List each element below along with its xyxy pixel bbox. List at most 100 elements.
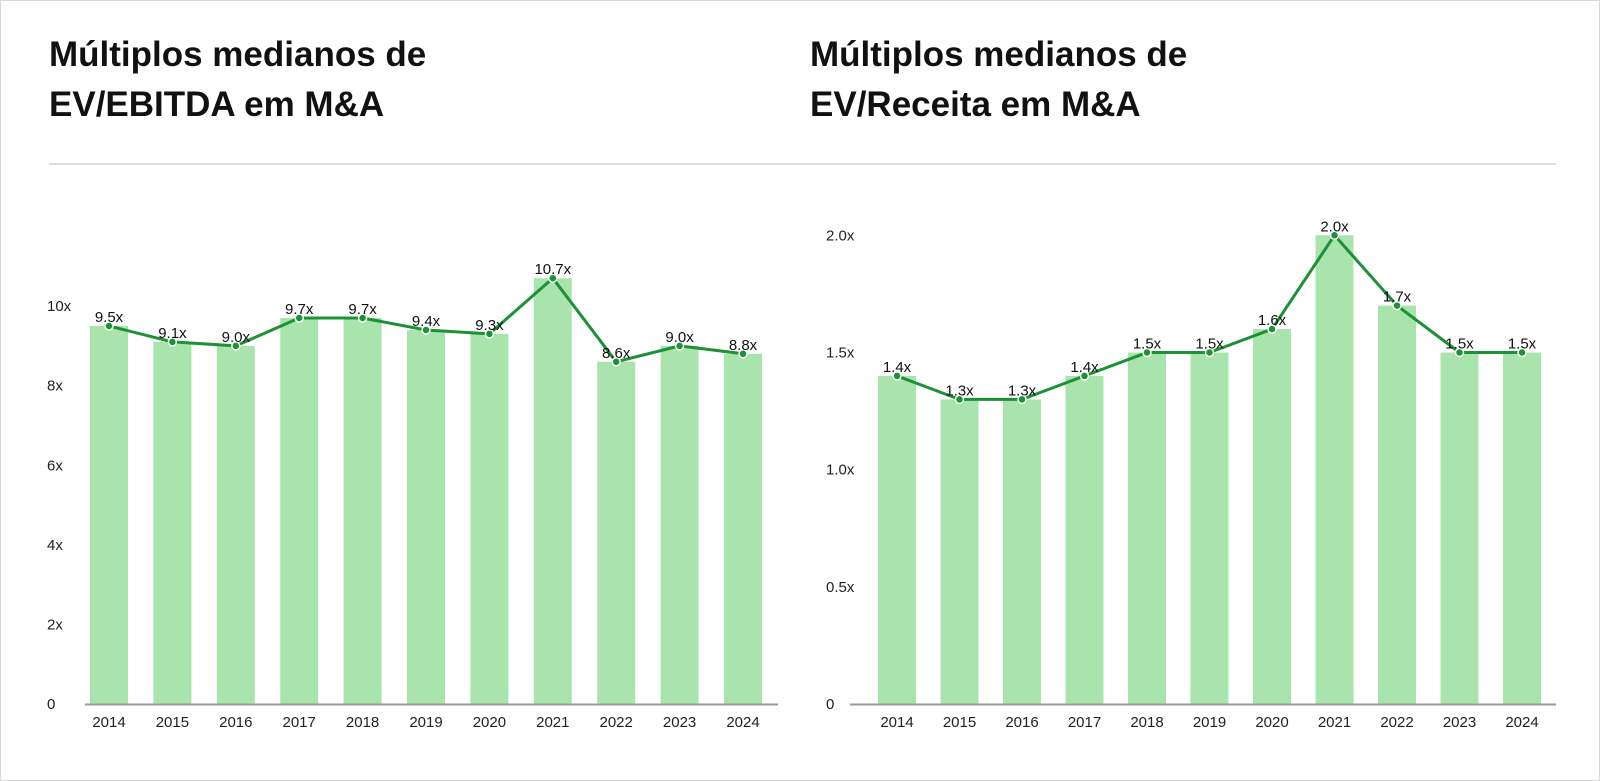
series-point-2017 (294, 313, 304, 323)
series-point-2014 (892, 371, 902, 381)
series-point-2024 (1517, 347, 1527, 358)
chart-title-line-2: EV/EBITDA em M&A (49, 85, 385, 124)
x-tick-label: 2021 (1318, 714, 1351, 731)
x-tick-label: 2018 (346, 714, 379, 731)
bar-2017 (1065, 375, 1104, 704)
x-tick-label: 2017 (283, 714, 316, 731)
x-tick-label: 2019 (409, 714, 442, 731)
bar-2021 (1315, 235, 1354, 705)
series-point-2022 (611, 357, 621, 367)
bar-2016 (216, 345, 255, 704)
x-tick-label: 2017 (1068, 714, 1101, 731)
x-tick-label: 2015 (943, 714, 976, 731)
chart-title-line-1: Múltiplos medianos de (810, 35, 1188, 74)
bar-2020 (470, 333, 509, 704)
series-point-2021 (1329, 230, 1340, 241)
x-tick-label: 2022 (1380, 714, 1413, 731)
data-label: 1.7x (1383, 289, 1412, 306)
bar-2017 (280, 318, 319, 704)
bar-2022 (597, 361, 636, 704)
data-label: 8.6x (602, 345, 631, 362)
x-tick-label: 2020 (473, 714, 506, 731)
x-tick-label: 2024 (726, 714, 759, 731)
y-tick-label: 4x (47, 537, 63, 554)
x-tick-label: 2024 (1505, 714, 1538, 731)
data-label: 1.5x (1195, 336, 1224, 353)
y-tick-label: 8x (47, 378, 63, 395)
bar-2023 (660, 345, 699, 704)
y-tick-label: 1.0x (826, 462, 855, 479)
y-tick-label: 2.0x (826, 227, 855, 244)
x-tick-label: 2015 (156, 714, 189, 731)
data-label: 1.3x (1008, 382, 1037, 399)
series-point-2018 (1142, 347, 1152, 358)
chart-title-line-1: Múltiplos medianos de (49, 35, 427, 74)
data-label: 9.0x (222, 329, 251, 346)
series-point-2017 (1079, 371, 1090, 381)
x-tick-label: 2014 (880, 714, 913, 731)
y-tick-label: 2x (47, 616, 63, 633)
data-label: 9.5x (95, 309, 124, 326)
x-tick-label: 2018 (1130, 714, 1163, 731)
series-point-2022 (1392, 300, 1402, 311)
series-point-2023 (1454, 347, 1465, 358)
chart-title-ev-receita: Múltiplos medianos de EV/Receita em M&A (810, 30, 1187, 130)
chart-title-ev-ebitda: Múltiplos medianos de EV/EBITDA em M&A (49, 30, 426, 130)
bar-2020 (1253, 329, 1291, 704)
bar-2019 (1190, 352, 1229, 704)
bar-2022 (1378, 305, 1416, 704)
x-tick-label: 2021 (536, 714, 569, 731)
series-point-2015 (954, 394, 965, 405)
y-tick-label: 0 (47, 696, 55, 713)
data-label: 10.7x (534, 261, 571, 278)
x-tick-label: 2014 (92, 714, 125, 731)
x-tick-label: 2019 (1193, 714, 1226, 731)
series-point-2020 (484, 329, 495, 339)
x-tick-label: 2016 (1005, 714, 1038, 731)
data-label: 1.4x (883, 359, 912, 376)
bar-2018 (1128, 352, 1166, 704)
bar-2024 (724, 353, 762, 704)
y-tick-label: 1.5x (826, 345, 855, 362)
data-label: 9.0x (665, 329, 694, 346)
series-point-2016 (231, 341, 241, 351)
y-tick-label: 0.5x (826, 579, 855, 596)
data-label: 8.8x (729, 337, 758, 354)
x-tick-label: 2020 (1255, 714, 1288, 731)
data-label: 9.7x (348, 301, 377, 318)
series-point-2020 (1267, 324, 1277, 334)
series-point-2018 (357, 313, 368, 323)
y-tick-label: 10x (47, 298, 72, 315)
series-point-2015 (167, 337, 178, 347)
series-point-2024 (738, 349, 748, 359)
series-point-2023 (674, 341, 685, 351)
header-divider (49, 163, 1556, 165)
chart-title-line-2: EV/Receita em M&A (810, 85, 1141, 124)
data-label: 9.4x (412, 313, 441, 330)
data-label: 1.4x (1070, 359, 1099, 376)
bar-2024 (1503, 352, 1541, 704)
data-label: 1.3x (945, 382, 974, 399)
bar-2023 (1440, 352, 1479, 704)
bar-2014 (878, 375, 916, 704)
x-tick-label: 2022 (600, 714, 633, 731)
series-point-2021 (548, 273, 558, 283)
x-tick-label: 2023 (663, 714, 696, 731)
series-point-2016 (1017, 394, 1027, 405)
series-point-2019 (1204, 347, 1215, 358)
data-label: 9.7x (285, 301, 314, 318)
data-label: 9.3x (475, 317, 504, 334)
x-tick-label: 2023 (1443, 714, 1476, 731)
data-label: 2.0x (1320, 218, 1349, 235)
series-point-2014 (104, 321, 114, 331)
data-label: 1.5x (1133, 336, 1162, 353)
bar-2015 (940, 399, 979, 704)
data-label: 1.6x (1258, 312, 1287, 329)
series-point-2019 (421, 325, 431, 335)
bar-2019 (407, 330, 445, 704)
data-label: 1.5x (1508, 336, 1537, 353)
y-tick-label: 6x (47, 457, 63, 474)
data-label: 9.1x (158, 325, 187, 342)
